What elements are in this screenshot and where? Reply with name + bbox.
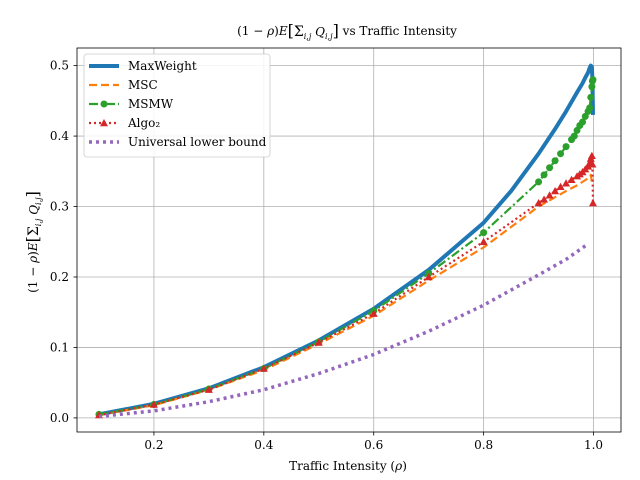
legend-marker [100, 100, 108, 108]
data-point [204, 385, 213, 393]
series-4 [98, 242, 590, 419]
data-point [587, 151, 596, 160]
legend-item: Algo₂ [89, 116, 160, 130]
legend-label: MSC [128, 78, 158, 92]
data-point [479, 237, 488, 245]
legend-marker [100, 119, 108, 127]
data-point [562, 179, 571, 187]
series-3 [94, 151, 597, 419]
legend-label: Universal lower bound [128, 135, 267, 149]
data-point [551, 187, 560, 195]
legend-item: Universal lower bound [89, 135, 267, 149]
data-point [588, 199, 597, 207]
data-point [587, 93, 595, 101]
x-axis: 0.2 0.4 0.6 0.8 1.0 [144, 432, 603, 452]
x-tick-label: 0.4 [254, 438, 273, 452]
data-point [551, 157, 559, 165]
y-tick-label: 0.4 [50, 129, 69, 143]
legend-item: MSMW [89, 97, 174, 111]
data-point [540, 195, 549, 203]
y-axis-label: (1 − ρ)E[Σi,j Qi,j] [23, 191, 43, 293]
data-point [314, 338, 323, 346]
data-point [259, 364, 268, 372]
x-tick-label: 0.8 [474, 438, 493, 452]
y-tick-label: 0.5 [50, 59, 69, 73]
y-tick-label: 0.0 [50, 411, 69, 425]
x-tick-label: 1.0 [584, 438, 603, 452]
data-point [545, 191, 554, 199]
legend-item: MaxWeight [89, 59, 197, 73]
data-point [369, 309, 378, 317]
series-line [98, 242, 590, 419]
data-point [480, 229, 488, 237]
x-tick-label: 0.2 [144, 438, 163, 452]
legend-label: MaxWeight [128, 59, 197, 73]
legend-label: MSMW [128, 97, 174, 111]
legend: MaxWeight MSC MSMW Algo₂ Universal lower bou… [83, 53, 271, 158]
y-tick-label: 0.1 [50, 340, 69, 354]
data-point [540, 171, 548, 179]
chart-title: (1 − ρ)E[Σi,j Qi,j] vs Traffic Intensity [237, 21, 457, 41]
series-1 [98, 173, 594, 417]
series-line [98, 173, 594, 417]
plot-frame [76, 47, 622, 433]
y-tick-label: 0.3 [50, 200, 69, 214]
legend-label: Algo₂ [127, 116, 160, 130]
data-point [534, 199, 543, 207]
data-point [588, 83, 596, 91]
legend-box [83, 53, 271, 158]
data-point [579, 118, 587, 126]
data-point [586, 104, 594, 112]
y-axis: 0.0 0.1 0.2 0.3 0.4 0.5 [50, 59, 77, 425]
x-tick-label: 0.6 [364, 438, 383, 452]
data-point [570, 132, 578, 140]
data-point [562, 143, 570, 151]
y-tick-label: 0.2 [50, 270, 69, 284]
data-point [149, 400, 158, 408]
data-point [557, 150, 565, 158]
series-0 [98, 63, 595, 417]
data-point [589, 76, 597, 84]
data-point [588, 160, 597, 168]
data-point [546, 164, 554, 172]
series-2 [95, 76, 597, 418]
legend-item: MSC [89, 78, 158, 92]
series-line [98, 63, 595, 417]
data-point [424, 272, 433, 281]
data-point [535, 178, 543, 186]
data-point [567, 175, 576, 183]
data-point [556, 182, 565, 191]
series-layer [94, 63, 597, 419]
x-axis-label: Traffic Intensity (ρ) [289, 459, 407, 473]
